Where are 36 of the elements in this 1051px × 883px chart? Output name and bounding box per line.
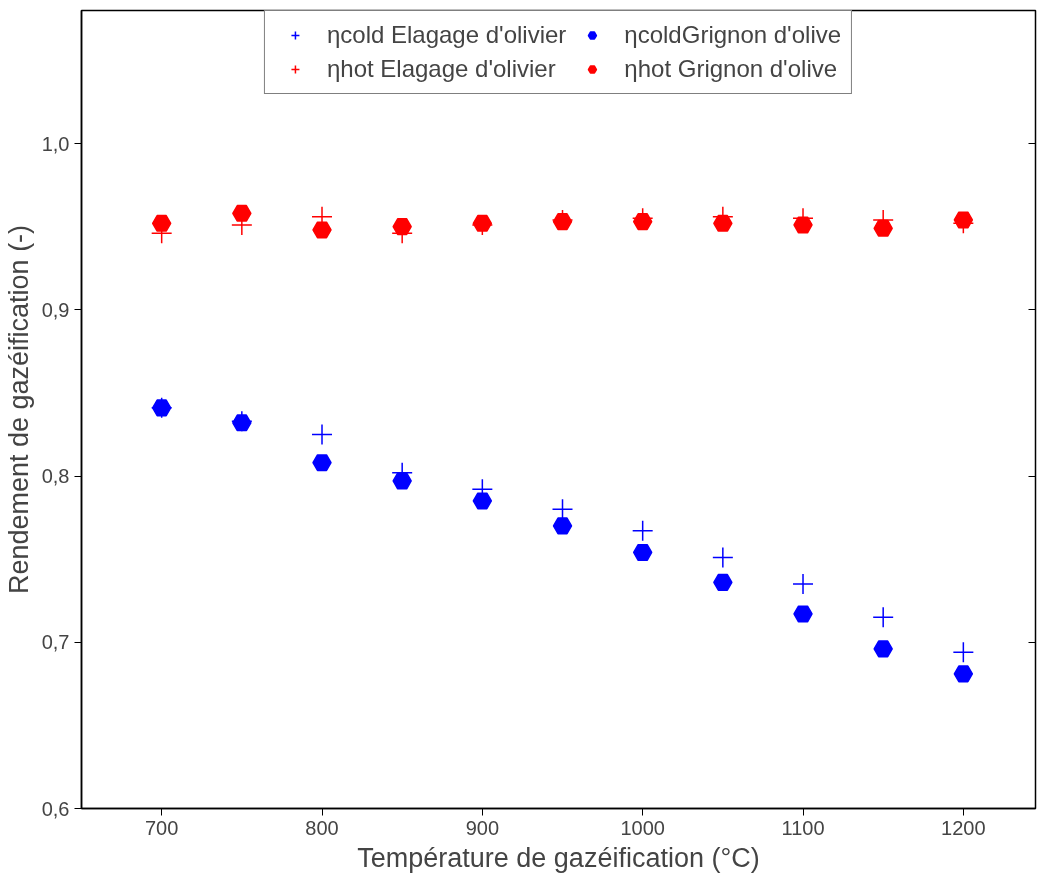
point: [792, 573, 814, 595]
x-tick-label: 1200: [941, 816, 986, 839]
point: [952, 641, 975, 663]
legend-label: ηcold Elagage d'olivier: [326, 21, 567, 49]
point: [232, 204, 252, 222]
point: [312, 454, 332, 472]
point: [631, 520, 654, 542]
point: [793, 605, 813, 623]
point: [712, 546, 734, 569]
y-tick-label: 0,7: [41, 631, 70, 654]
point: [472, 492, 493, 510]
y-tick-label: 0,8: [41, 465, 70, 487]
x-tick-label: 800: [305, 816, 339, 839]
point: [953, 665, 974, 683]
x-tick-label: 1100: [781, 816, 825, 839]
y-tick-label: 0,6: [41, 797, 70, 820]
point: [632, 543, 653, 562]
legend-label: ηhot Elagage d'olivier: [326, 55, 556, 83]
legend-label: ηhot Grignon d'olive: [624, 55, 838, 83]
x-tick-label: 900: [465, 816, 500, 839]
y-tick-label: 0,9: [41, 298, 70, 321]
y-tick-label: 1,0: [41, 132, 70, 155]
y-axis-title: Rendement de gazéification (-): [3, 224, 34, 595]
point: [873, 640, 893, 658]
point: [551, 498, 574, 520]
point: [392, 472, 412, 490]
point: [552, 517, 573, 535]
point: [151, 214, 172, 232]
x-axis-title: Température de gazéification (°C): [357, 842, 760, 873]
point: [312, 221, 332, 239]
point: [311, 423, 333, 446]
point: [872, 606, 894, 629]
point: [713, 573, 733, 591]
legend-label: ηcoldGrignon d'olive: [624, 21, 842, 49]
x-tick-label: 700: [144, 816, 179, 839]
x-tick-label: 1000: [620, 816, 665, 839]
